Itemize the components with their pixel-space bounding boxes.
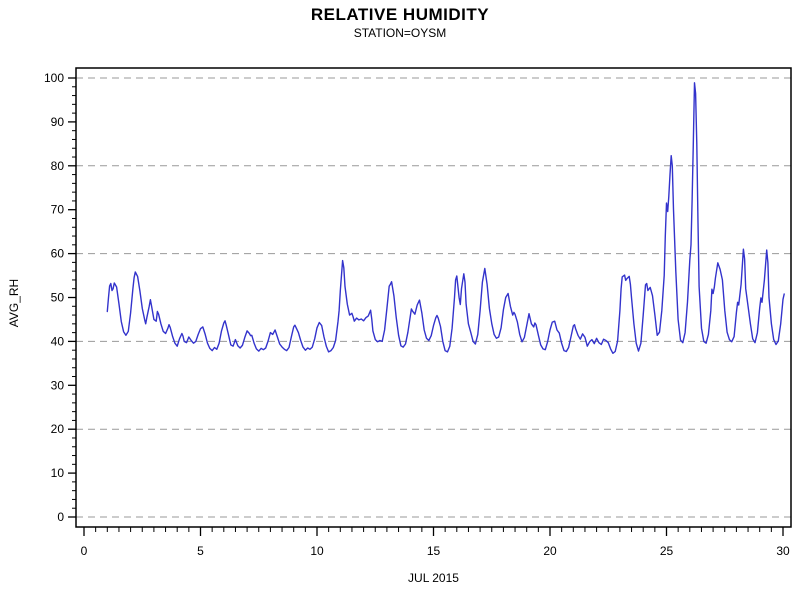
x-tick-label: 0 <box>81 544 88 558</box>
y-tick-label: 70 <box>51 203 65 217</box>
y-tick-label: 30 <box>51 378 65 392</box>
x-tick-label: 25 <box>660 544 674 558</box>
chart-title: RELATIVE HUMIDITY <box>310 5 490 24</box>
plot-frame <box>75 67 792 528</box>
y-tick-label: 0 <box>57 510 64 524</box>
x-tick-label: 20 <box>543 544 557 558</box>
x-tick-label: 15 <box>427 544 441 558</box>
y-tick-label: 40 <box>51 334 65 348</box>
x-axis-label: JUL 2015 <box>408 571 459 585</box>
y-tick-label: 50 <box>51 291 65 305</box>
y-tick-label: 90 <box>51 115 65 129</box>
x-tick-label: 30 <box>776 544 790 558</box>
y-tick-label: 20 <box>51 422 65 436</box>
y-tick-label: 60 <box>51 247 65 261</box>
chart-subtitle: STATION=OYSM <box>353 26 447 40</box>
data-series-group <box>106 82 785 354</box>
gridlines-group <box>76 77 791 518</box>
x-tick-label: 10 <box>310 544 324 558</box>
axis-frame-group <box>75 67 792 528</box>
y-axis-label: AVG_RH <box>7 278 21 328</box>
y-tick-label: 100 <box>44 71 64 85</box>
ticks-group <box>68 77 784 536</box>
y-tick-label: 10 <box>51 466 65 480</box>
x-tick-label: 5 <box>197 544 204 558</box>
y-tick-label: 80 <box>51 159 65 173</box>
avg-rh-data-line <box>106 82 785 354</box>
tick-labels-group: 0 10 20 30 40 50 60 70 80 90 100 0 5 10 15 20 25 30 <box>44 71 790 558</box>
